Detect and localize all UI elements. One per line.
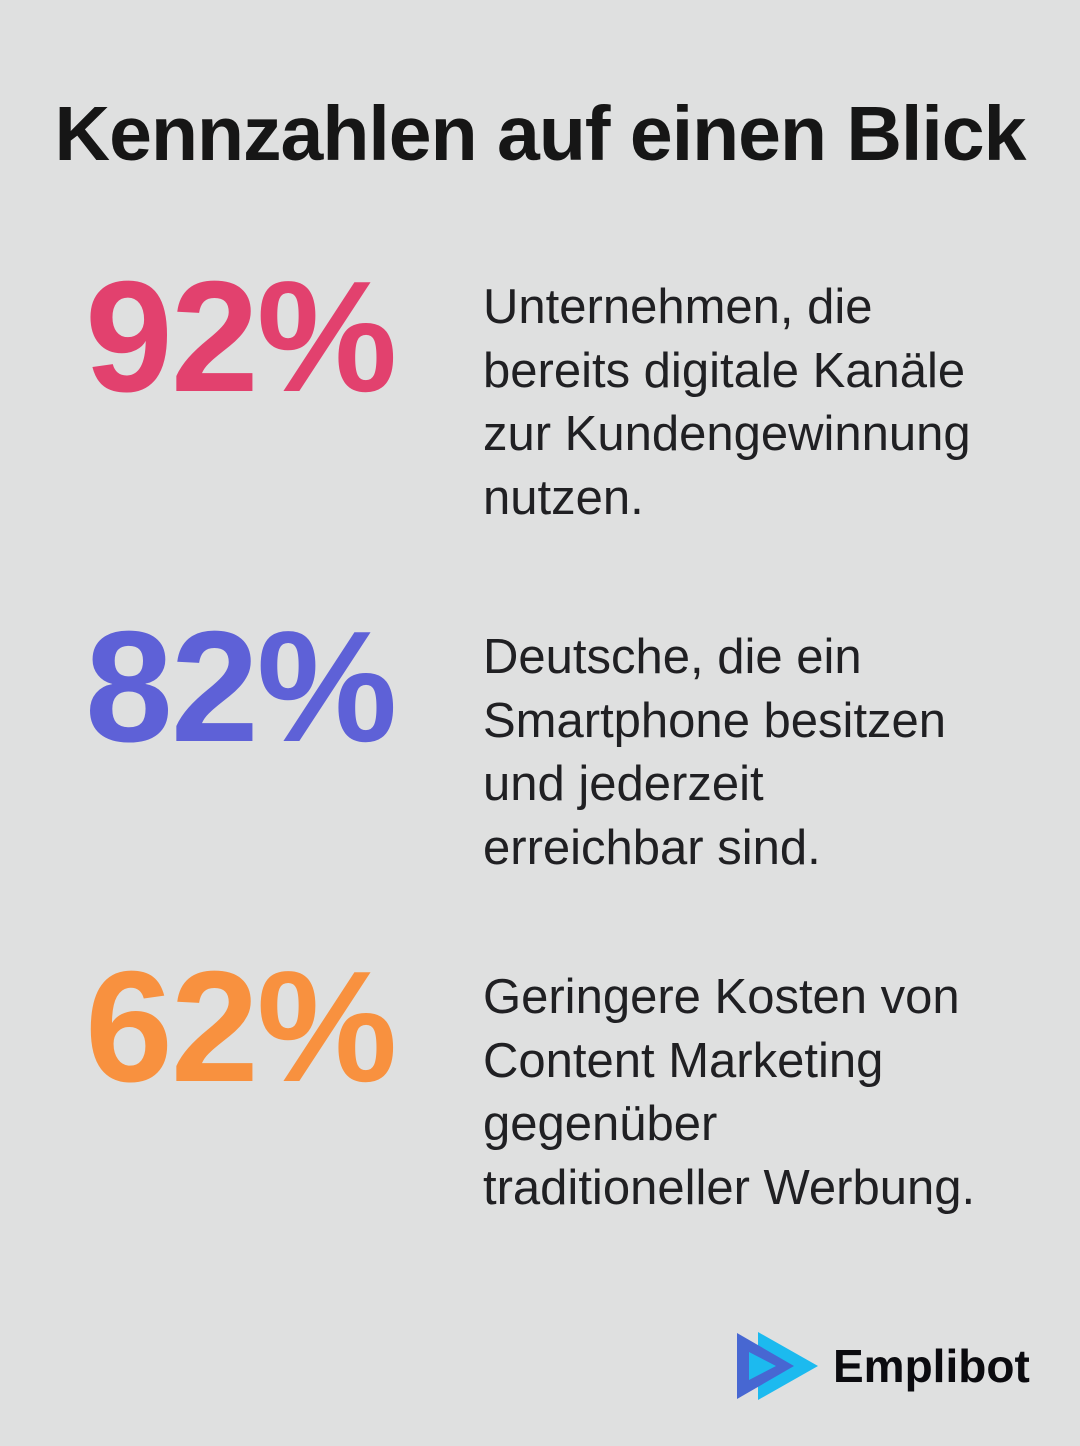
stat-value-62: 62% — [85, 939, 397, 1115]
stat-value-82: 82% — [85, 599, 397, 775]
stat-row-digital-channels: 92% Unternehmen, die bereits digitale Ka… — [85, 258, 988, 530]
stat-value-92: 92% — [85, 249, 397, 425]
page-title: Kennzahlen auf einen Blick — [54, 91, 1027, 177]
emplibot-logo: Emplibot — [737, 1332, 1030, 1400]
brand-name: Emplibot — [833, 1340, 1030, 1392]
double-play-triangles-icon — [737, 1332, 818, 1400]
stat-description-62: Geringere Kosten von Content Marketing g… — [483, 970, 976, 1215]
stat-row-content-marketing: 62% Geringere Kosten von Content Marketi… — [85, 948, 988, 1220]
logo-triangle-inner — [749, 1352, 776, 1380]
stat-row-smartphone: 82% Deutsche, die ein Smartphone besitze… — [85, 608, 988, 880]
stat-description-82: Deutsche, die ein Smartphone besitzen un… — [483, 630, 947, 875]
stat-description-92: Unternehmen, die bereits digitale Kanäle… — [483, 280, 971, 525]
